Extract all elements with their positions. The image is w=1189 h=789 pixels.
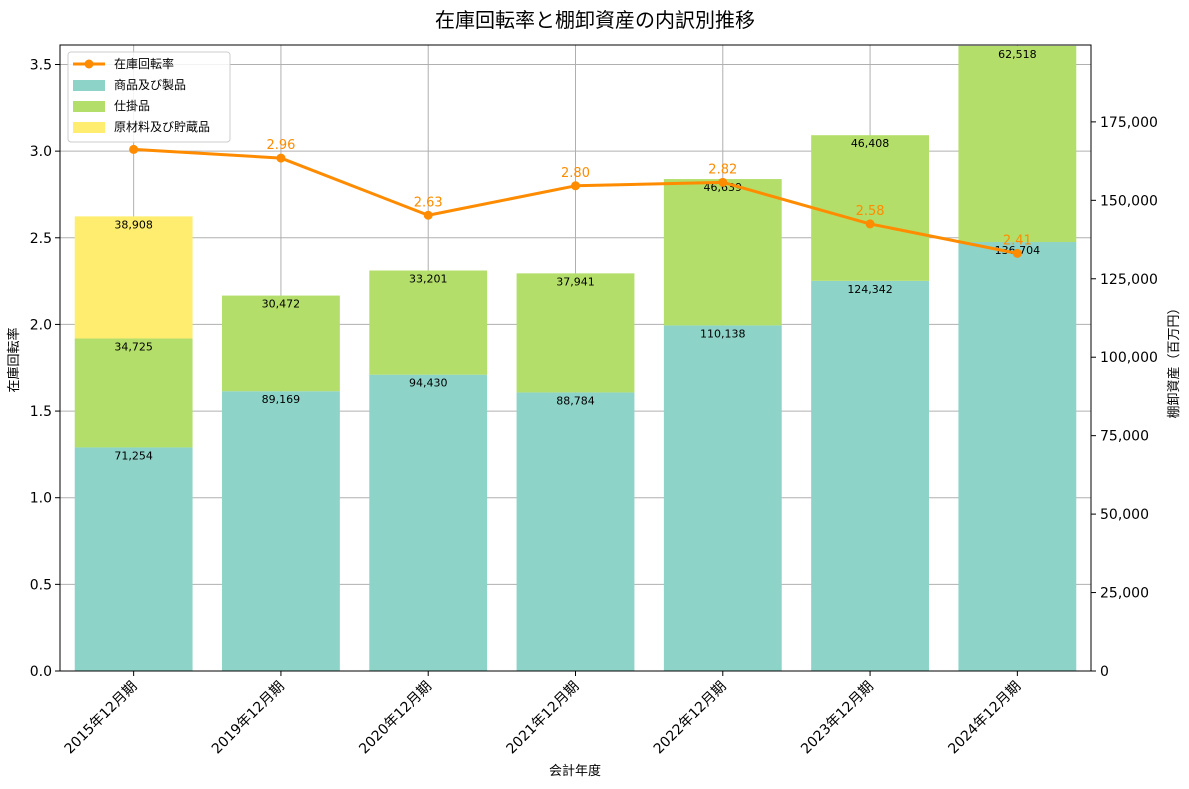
rate-value-label: 2.63 bbox=[414, 195, 443, 210]
x-tick-label: 2024年12月期 bbox=[945, 679, 1024, 758]
y2-tick-label: 50,000 bbox=[1100, 507, 1149, 523]
bar-segment bbox=[811, 280, 929, 671]
bar-value-label: 94,430 bbox=[409, 377, 448, 390]
rate-point bbox=[865, 219, 875, 229]
bar-segment bbox=[369, 374, 488, 671]
y2-tick-label: 175,000 bbox=[1100, 115, 1158, 131]
bar-segment bbox=[369, 270, 488, 375]
legend-label: 在庫回転率 bbox=[114, 56, 174, 71]
bar-value-label: 88,784 bbox=[556, 394, 595, 407]
bar-value-label: 124,342 bbox=[847, 283, 893, 296]
legend-label: 仕掛品 bbox=[114, 98, 150, 113]
legend-swatch bbox=[73, 101, 105, 112]
bar-labels: 71,254 34,725 38,908 89,169 30,472 94,430 33,2… bbox=[114, 48, 1040, 463]
y2-tick-label: 150,000 bbox=[1100, 193, 1158, 209]
bar-segment bbox=[222, 295, 340, 392]
y-tick-label: 2.0 bbox=[30, 317, 52, 333]
bar-value-label: 33,201 bbox=[409, 273, 448, 286]
rate-point bbox=[718, 177, 728, 187]
rate-point bbox=[276, 153, 286, 163]
rate-value-label: 2.80 bbox=[561, 166, 590, 181]
bar-value-label: 71,254 bbox=[114, 449, 153, 462]
bar-value-label: 38,908 bbox=[114, 218, 153, 231]
x-tick-label: 2021年12月期 bbox=[504, 679, 583, 758]
bar-segment bbox=[516, 273, 635, 393]
legend-swatch bbox=[73, 80, 105, 91]
x-tick-label: 2020年12月期 bbox=[356, 679, 435, 758]
y2-tick-label: 125,000 bbox=[1100, 272, 1158, 288]
y-tick-label: 2.5 bbox=[30, 231, 52, 247]
bar-segment bbox=[811, 135, 929, 281]
bars bbox=[74, 45, 1077, 672]
bar-value-label: 110,138 bbox=[700, 327, 746, 340]
right-axis: 0 25,000 50,000 75,000 100,000 125,000 150,000… bbox=[1091, 115, 1158, 680]
bar-segment bbox=[958, 242, 1077, 672]
y-tick-label: 3.5 bbox=[30, 57, 52, 73]
bar-segment bbox=[958, 45, 1077, 243]
legend-marker bbox=[84, 59, 94, 69]
bar-value-label: 37,941 bbox=[556, 275, 595, 288]
legend-label: 原材料及び貯蔵品 bbox=[114, 120, 210, 134]
bar-value-label: 30,472 bbox=[262, 298, 301, 311]
y-tick-label: 3.0 bbox=[30, 144, 52, 160]
rate-point bbox=[1012, 248, 1022, 258]
rate-value-label: 2.41 bbox=[1003, 233, 1032, 248]
y2-tick-label: 25,000 bbox=[1100, 586, 1149, 602]
y-tick-label: 0.0 bbox=[30, 664, 52, 680]
bar-value-label: 62,518 bbox=[998, 48, 1037, 61]
bar-segment bbox=[663, 325, 782, 671]
y2-axis-title: 棚卸資産（百万円） bbox=[1166, 301, 1182, 418]
chart-title: 在庫回転率と棚卸資産の内訳別推移 bbox=[435, 8, 755, 32]
y2-tick-label: 75,000 bbox=[1100, 429, 1149, 445]
bar-segment bbox=[74, 216, 193, 339]
rate-line: 2.96 2.63 2.80 2.82 2.58 2.41 bbox=[129, 138, 1032, 258]
y2-tick-label: 100,000 bbox=[1100, 350, 1158, 366]
x-tick-label: 2019年12月期 bbox=[209, 679, 288, 758]
bar-segment bbox=[516, 392, 635, 671]
y2-tick-label: 0 bbox=[1100, 664, 1109, 680]
bar-segment bbox=[74, 338, 193, 448]
rate-value-label: 2.82 bbox=[708, 162, 737, 177]
legend-box bbox=[67, 51, 231, 143]
rate-value-label: 2.96 bbox=[266, 138, 295, 153]
rate-value-label: 2.58 bbox=[856, 204, 885, 219]
bar-value-label: 34,725 bbox=[114, 340, 153, 353]
rate-point bbox=[423, 210, 433, 220]
bar-segment bbox=[663, 179, 782, 326]
y-tick-label: 0.5 bbox=[30, 577, 52, 593]
bar-value-label: 46,408 bbox=[851, 137, 890, 150]
y-tick-label: 1.0 bbox=[30, 491, 52, 507]
left-axis: 0.0 0.5 1.0 1.5 2.0 2.5 3.0 3.5 bbox=[30, 57, 60, 680]
bar-segment bbox=[74, 447, 193, 671]
y-tick-label: 1.5 bbox=[30, 404, 52, 420]
x-tick-label: 2015年12月期 bbox=[62, 679, 141, 758]
y-axis-title: 在庫回転率 bbox=[6, 327, 22, 392]
legend-label: 商品及び製品 bbox=[114, 77, 186, 92]
rate-point bbox=[129, 144, 139, 154]
legend-swatch bbox=[73, 122, 105, 133]
x-tick-label: 2023年12月期 bbox=[798, 679, 877, 758]
x-axis: 2015年12月期 2019年12月期 2020年12月期 2021年12月期 2022… bbox=[62, 671, 1024, 758]
rate-point bbox=[571, 181, 580, 191]
x-tick-label: 2022年12月期 bbox=[651, 679, 730, 758]
bar-value-label: 89,169 bbox=[262, 393, 301, 406]
x-axis-title: 会計年度 bbox=[549, 763, 601, 779]
bar-segment bbox=[222, 391, 340, 671]
